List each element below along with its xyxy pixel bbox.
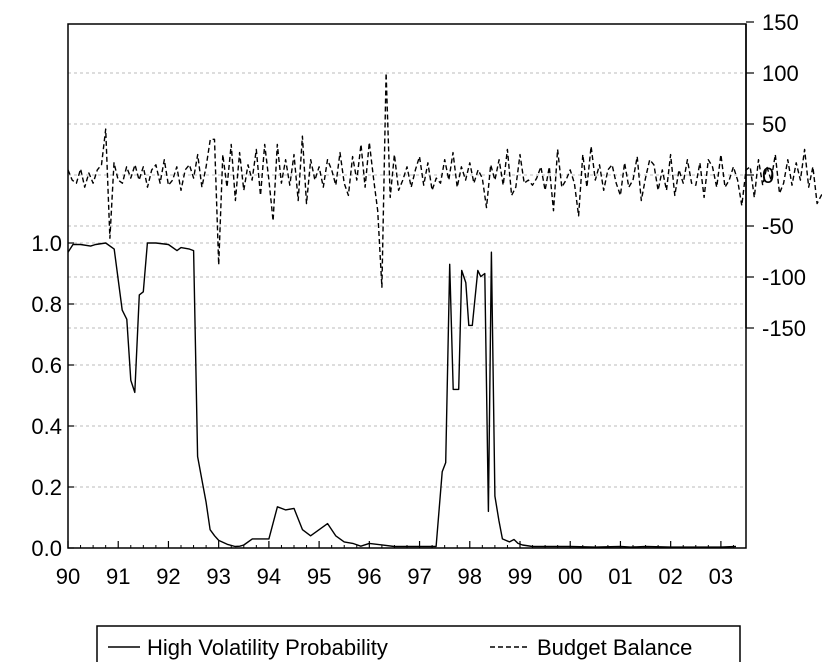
x-tick-label: 95: [307, 564, 331, 589]
y-left-tick-label: 0.2: [31, 475, 62, 500]
series-line-budget-balance: [67, 72, 822, 288]
y-left-tick-label: 0.8: [31, 292, 62, 317]
x-tick-label: 00: [558, 564, 582, 589]
series-line-high-volatility-probability: [67, 242, 737, 548]
y-left-tick-label: 0.6: [31, 353, 62, 378]
y-right-tick-label: -50: [762, 214, 794, 239]
x-tick-label: 90: [56, 564, 80, 589]
legend-label-budget-balance: Budget Balance: [537, 635, 692, 660]
y-right-tick-label: -100: [762, 265, 806, 290]
series-layer: [67, 72, 822, 548]
x-axis: 90 91 92 93 94 95 96 97 98 99 00 01 02 03: [56, 541, 747, 589]
y-right-tick-label: 0: [762, 163, 774, 188]
x-tick-label: 97: [407, 564, 431, 589]
y-right-tick-label: 100: [762, 61, 799, 86]
legend-box: [96, 625, 741, 662]
y-right-tick-label: 150: [762, 10, 799, 35]
x-tick-label: 99: [508, 564, 532, 589]
x-tick-label: 01: [608, 564, 632, 589]
y-left-tick-label: 0.4: [31, 414, 62, 439]
x-tick-label: 93: [206, 564, 230, 589]
y-axis-right: -150 -100 -50 0 50 100 150: [745, 10, 806, 341]
x-tick-label: 96: [357, 564, 381, 589]
x-tick-label: 02: [658, 564, 682, 589]
y-left-tick-label: 0.0: [31, 536, 62, 561]
y-right-tick-label: 50: [762, 112, 786, 137]
legend-label-high-volatility-probability: High Volatility Probability: [147, 635, 388, 660]
x-tick-label: 94: [257, 564, 281, 589]
legend: High Volatility Probability Budget Balan…: [96, 625, 741, 662]
x-tick-label: 92: [156, 564, 180, 589]
x-tick-label: 91: [106, 564, 130, 589]
grid-lines: [68, 72, 746, 488]
x-tick-label: 98: [458, 564, 482, 589]
y-right-tick-label: -150: [762, 316, 806, 341]
y-axis-left: 0.0 0.2 0.4 0.6 0.8 1.0: [31, 231, 74, 561]
x-tick-label: 03: [709, 564, 733, 589]
y-left-tick-label: 1.0: [31, 231, 62, 256]
